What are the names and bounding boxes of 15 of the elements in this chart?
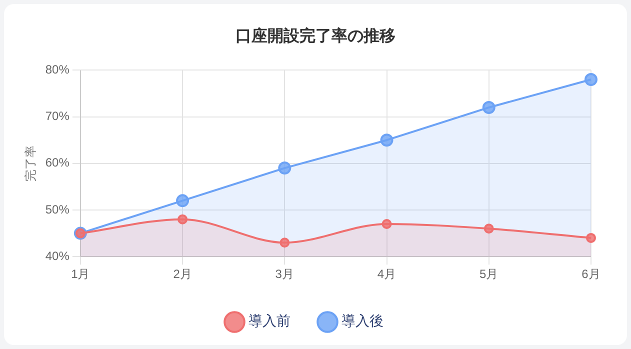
x-tick-label: 4月 bbox=[377, 267, 396, 282]
y-axis-title: 完了率 bbox=[24, 145, 38, 182]
y-tick-label: 80% bbox=[45, 62, 70, 77]
x-tick-label: 1月 bbox=[71, 267, 90, 282]
y-tick-label: 60% bbox=[45, 156, 70, 170]
y-tick-label: 50% bbox=[45, 202, 70, 216]
y-tick-label: 70% bbox=[45, 109, 70, 124]
x-tick-label: 3月 bbox=[275, 267, 294, 282]
x-tick-label: 2月 bbox=[173, 267, 192, 282]
y-tick-label: 40% bbox=[45, 248, 70, 263]
chart-title: 口座開設完了率の推移 bbox=[234, 26, 396, 47]
x-tick-label: 5月 bbox=[480, 267, 498, 282]
legend-label: 導入前 bbox=[248, 314, 290, 330]
legend-label: 導入後 bbox=[342, 314, 384, 330]
x-tick-label: 6月 bbox=[582, 267, 600, 282]
